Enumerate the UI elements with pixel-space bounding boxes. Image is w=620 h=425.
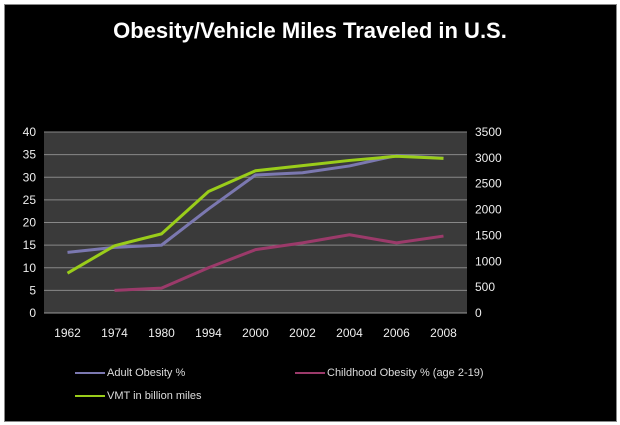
y-right-tick-label: 500	[475, 280, 495, 294]
y-left-tick-label: 35	[23, 148, 37, 162]
y-right-tick-label: 3000	[475, 151, 502, 165]
y-left-tick-label: 0	[29, 306, 36, 320]
y-left-tick-label: 15	[23, 238, 37, 252]
y-right-tick-label: 3500	[475, 125, 502, 139]
y-right-tick-label: 1500	[475, 228, 502, 242]
x-tick-label: 1980	[148, 326, 175, 340]
y-left-tick-label: 40	[23, 125, 37, 139]
y-left-tick-label: 25	[23, 193, 37, 207]
legend-label: VMT in billion miles	[107, 390, 202, 402]
legend-childhood: Childhood Obesity % (age 2-19)	[295, 367, 484, 379]
legend-vmt: VMT in billion miles	[75, 390, 202, 402]
legend-swatch	[75, 395, 105, 397]
x-tick-label: 2006	[383, 326, 410, 340]
x-tick-label: 2004	[336, 326, 363, 340]
x-tick-label: 2008	[430, 326, 457, 340]
y-left-tick-label: 10	[23, 261, 37, 275]
x-tick-label: 1974	[101, 326, 128, 340]
y-right-tick-label: 2500	[475, 177, 502, 191]
legend-label: Childhood Obesity % (age 2-19)	[327, 367, 484, 379]
y-right-tick-label: 1000	[475, 254, 502, 268]
x-tick-label: 2000	[242, 326, 269, 340]
y-left-tick-label: 20	[23, 216, 37, 230]
x-tick-label: 1994	[195, 326, 222, 340]
x-tick-label: 2002	[289, 326, 316, 340]
series-line-1	[114, 233, 444, 292]
legend-swatch	[295, 372, 325, 374]
legend-label: Adult Obesity %	[107, 367, 186, 379]
x-tick-label: 1962	[54, 326, 81, 340]
y-right-tick-label: 2000	[475, 203, 502, 217]
chart-title: Obesity/Vehicle Miles Traveled in U.S.	[113, 18, 507, 43]
y-left-tick-label: 5	[29, 283, 36, 297]
legend-adult: Adult Obesity %	[75, 367, 185, 379]
legend-swatch	[75, 372, 105, 374]
series-line-2	[66, 154, 444, 275]
y-left-tick-label: 30	[23, 170, 37, 184]
y-right-tick-label: 0	[475, 306, 482, 320]
